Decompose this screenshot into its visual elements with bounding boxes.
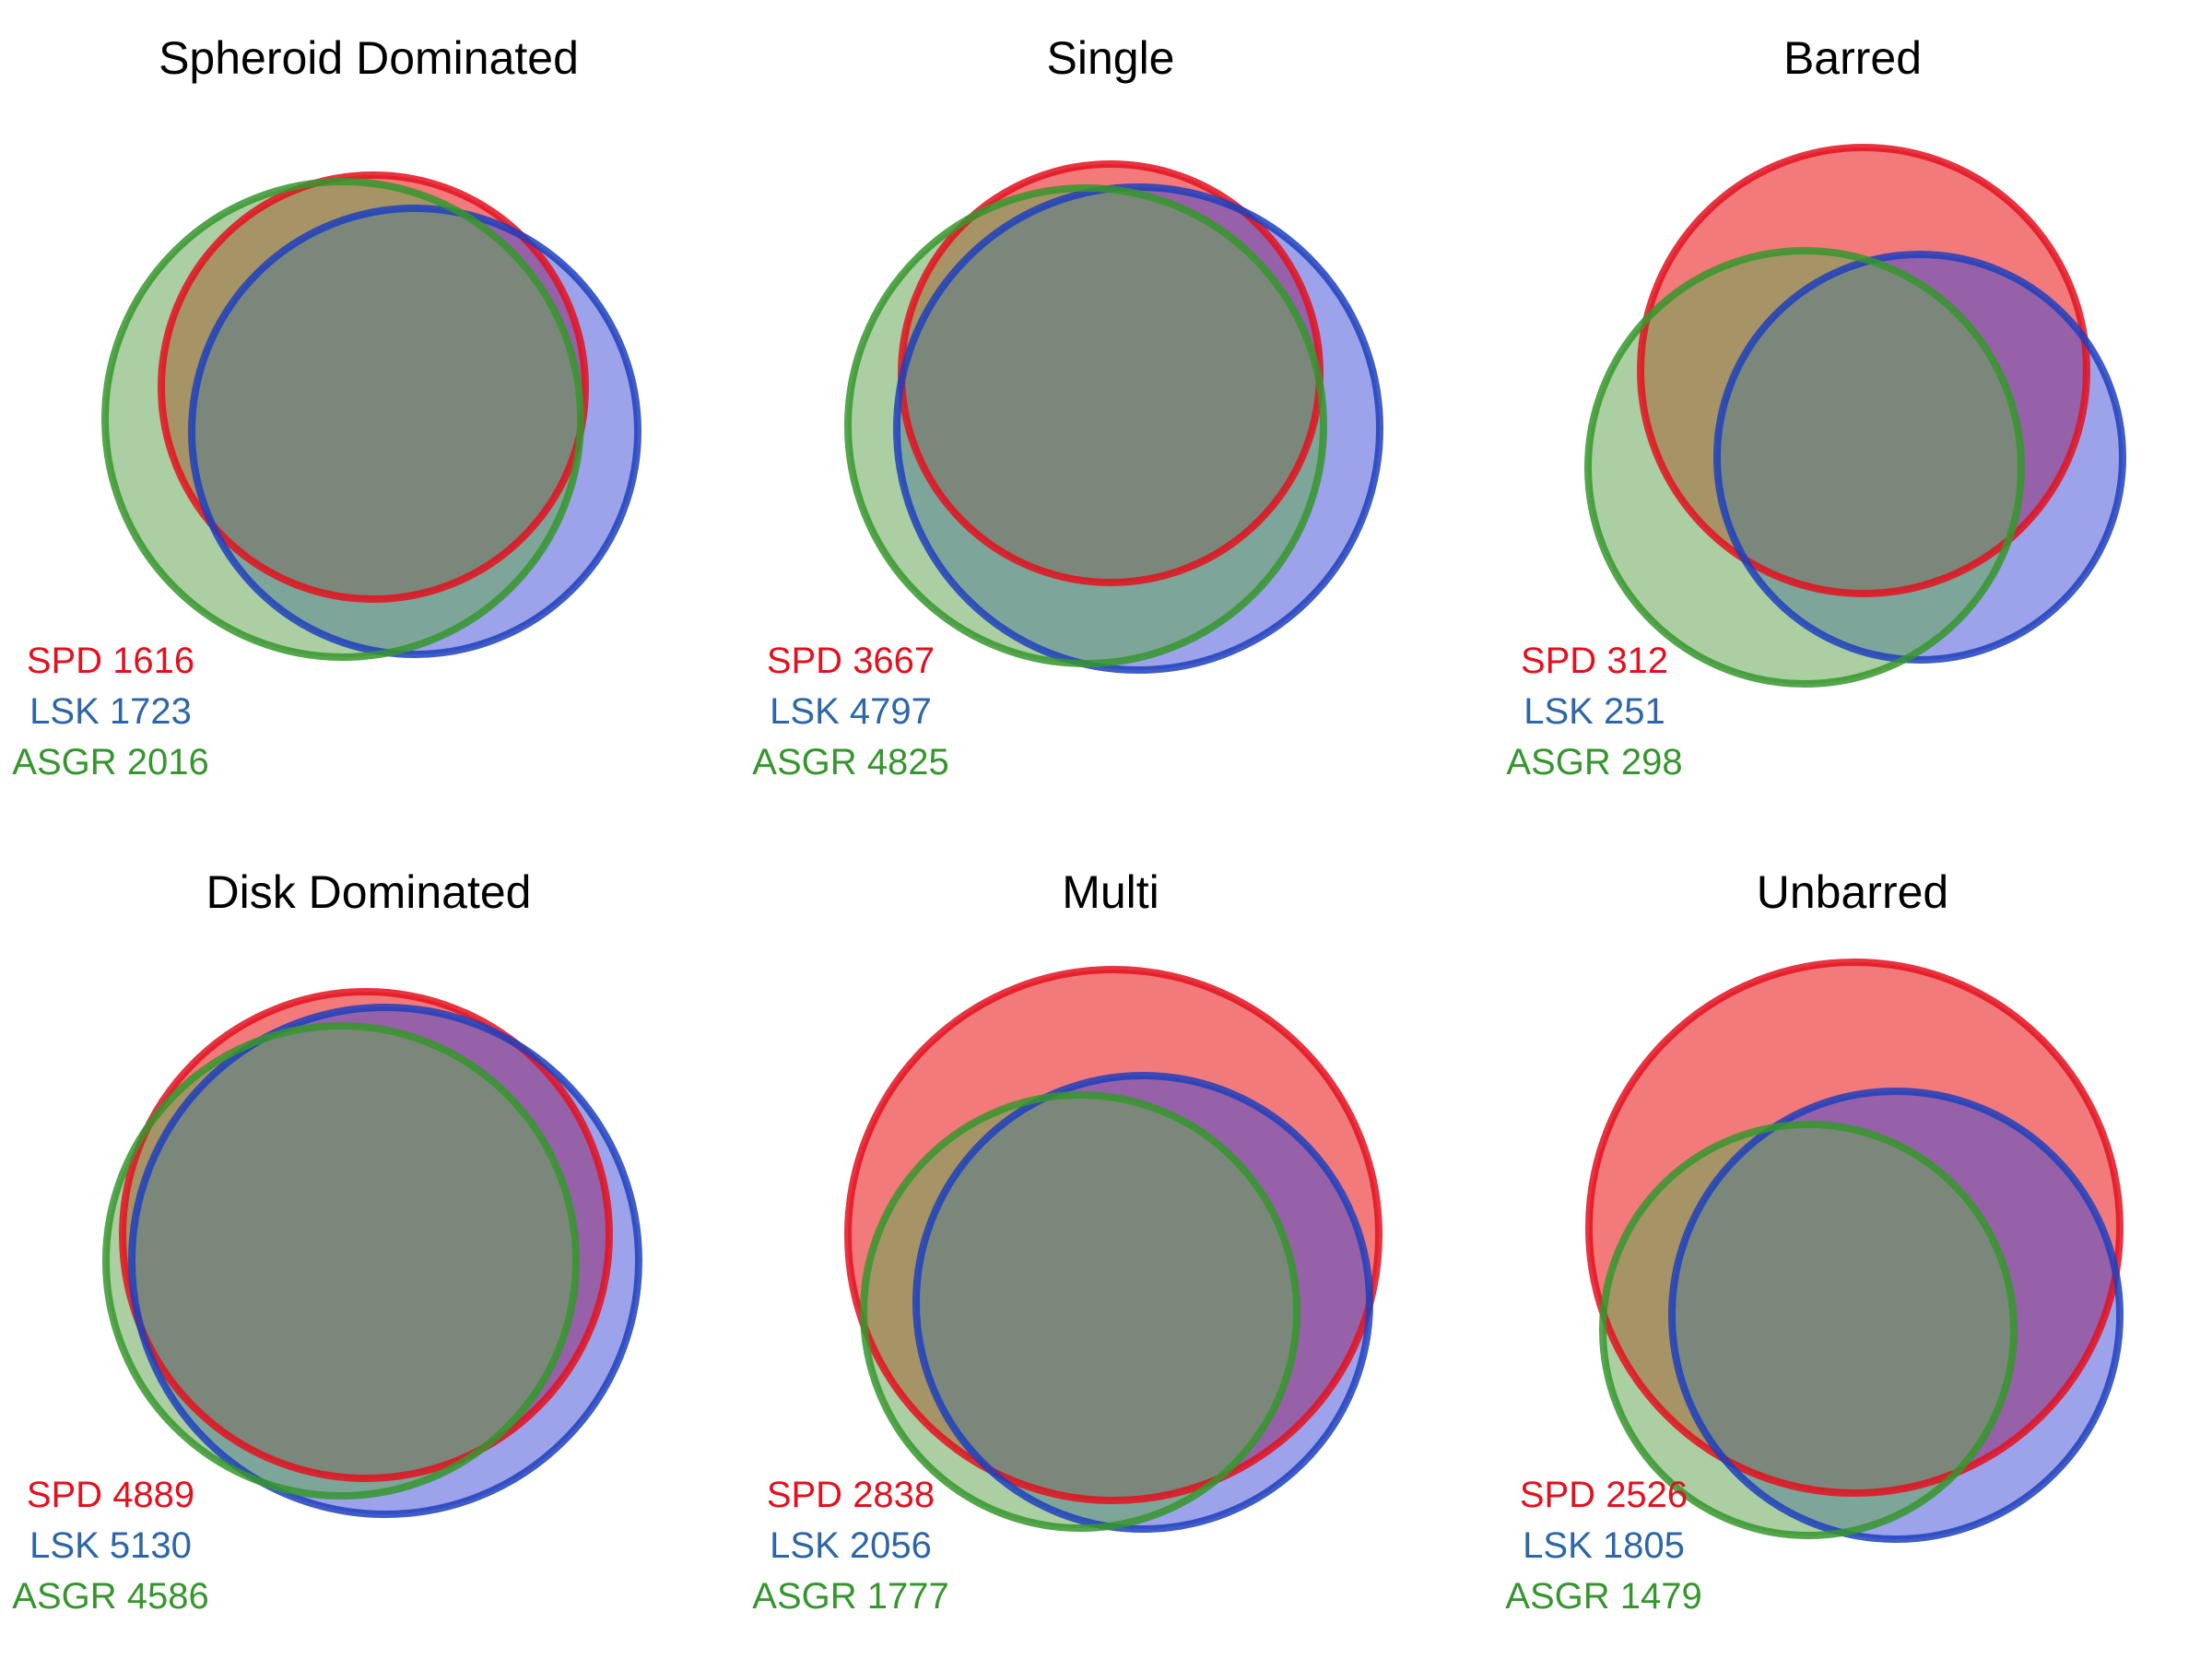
count-value: 251	[1604, 691, 1665, 732]
count-set-name: SPD	[767, 1475, 842, 1515]
count-label-asgr: ASGR 1777	[752, 1576, 948, 1617]
count-value: 1616	[112, 641, 194, 681]
count-set-name: ASGR	[1506, 742, 1610, 782]
count-label-lsk: LSK 1723	[29, 691, 192, 732]
count-label-spd: SPD 2526	[1520, 1475, 1688, 1515]
venn-circle-asgr	[848, 188, 1324, 664]
venn-outline-lsk	[893, 183, 1383, 674]
count-label-asgr: ASGR 2016	[12, 742, 208, 782]
venn-outline-asgr	[1584, 247, 2025, 688]
count-set-name: LSK	[29, 1525, 100, 1566]
count-set-name: SPD	[27, 1475, 102, 1515]
count-set-name: LSK	[770, 691, 840, 732]
count-label-lsk: LSK 251	[1524, 691, 1665, 732]
count-label-lsk: LSK 2056	[770, 1525, 932, 1566]
count-set-name: ASGR	[12, 742, 116, 782]
venn-outline-asgr	[102, 1022, 580, 1500]
count-value: 1723	[110, 691, 192, 732]
count-value: 4797	[850, 691, 932, 732]
venn-panel-single: Single SPD 3667 LSK 4797 ASGR 4825	[752, 32, 1383, 782]
count-set-name: SPD	[767, 641, 842, 681]
panel-title: Spheroid Dominated	[159, 32, 579, 84]
venn-circle-asgr	[864, 1095, 1297, 1528]
count-label-asgr: ASGR 298	[1506, 742, 1682, 782]
venn-panel-multi: Multi SPD 2838 LSK 2056 ASGR 1777	[752, 866, 1382, 1617]
venn-panel-barred: Barred SPD 312 LSK 251 ASGR 298	[1506, 32, 2126, 782]
count-value: 1805	[1603, 1525, 1685, 1566]
count-set-name: SPD	[27, 641, 102, 681]
venn-outline-lsk	[1668, 1088, 2124, 1543]
count-set-name: SPD	[1521, 641, 1596, 681]
venn-outline-lsk	[1713, 251, 2126, 664]
venn-circle-asgr	[106, 1026, 576, 1496]
count-value: 4586	[127, 1576, 209, 1617]
panel-title: Barred	[1783, 32, 1922, 84]
venn-outline-spd	[158, 171, 589, 603]
count-value: 298	[1621, 742, 1683, 782]
count-label-spd: SPD 312	[1521, 641, 1668, 681]
count-value: 2056	[850, 1525, 932, 1566]
venn-outline-spd	[844, 966, 1382, 1504]
venn-circle-asgr	[1588, 251, 2021, 684]
venn-outline-spd	[1585, 959, 2124, 1497]
count-label-lsk: LSK 1805	[1523, 1525, 1685, 1566]
count-value: 2838	[853, 1475, 935, 1515]
count-value: 4825	[867, 742, 949, 782]
count-label-spd: SPD 2838	[767, 1475, 935, 1515]
count-label-lsk: LSK 5130	[29, 1525, 192, 1566]
count-value: 2016	[127, 742, 209, 782]
count-label-lsk: LSK 4797	[770, 691, 932, 732]
count-label-spd: SPD 3667	[767, 641, 935, 681]
count-set-name: ASGR	[752, 742, 856, 782]
venn-outline-asgr	[101, 178, 584, 661]
count-set-name: LSK	[770, 1525, 840, 1566]
count-value: 1777	[867, 1576, 949, 1617]
count-set-name: ASGR	[1505, 1576, 1609, 1617]
venn-outline-spd	[1637, 144, 2090, 597]
count-set-name: LSK	[1523, 1525, 1593, 1566]
count-set-name: LSK	[1524, 691, 1594, 732]
count-value: 5130	[110, 1525, 192, 1566]
venn-outline-asgr	[860, 1091, 1300, 1532]
count-value: 4889	[112, 1475, 194, 1515]
count-value: 3667	[853, 641, 935, 681]
count-value: 2526	[1606, 1475, 1688, 1515]
count-set-name: ASGR	[12, 1576, 116, 1617]
count-set-name: LSK	[29, 691, 100, 732]
count-set-name: ASGR	[752, 1576, 856, 1617]
panel-title: Disk Dominated	[206, 866, 532, 918]
venn-outline-asgr	[1599, 1121, 2018, 1539]
venn-outline-spd	[119, 988, 613, 1482]
panel-title: Unbarred	[1757, 866, 1948, 918]
venn-outline-lsk	[188, 205, 641, 658]
venn-panel-unbarred: Unbarred SPD 2526 LSK 1805 ASGR 1479	[1505, 866, 2124, 1617]
venn-outline-lsk	[912, 1072, 1373, 1533]
count-label-spd: SPD 1616	[27, 641, 194, 681]
count-label-asgr: ASGR 4586	[12, 1576, 208, 1617]
count-value: 1479	[1620, 1576, 1702, 1617]
panel-title: Multi	[1062, 866, 1159, 918]
panel-title: Single	[1047, 32, 1175, 84]
venn-outline-lsk	[128, 1004, 642, 1518]
count-label-asgr: ASGR 4825	[752, 742, 948, 782]
venn-panel-disk-dominated: Disk Dominated SPD 4889 LSK 5130 ASGR 4586	[12, 866, 642, 1617]
venn-panels: Spheroid Dominated SPD 1616 LSK 1723 ASGR 2…	[12, 32, 2126, 1617]
count-label-spd: SPD 4889	[27, 1475, 194, 1515]
count-set-name: SPD	[1520, 1475, 1595, 1515]
count-label-asgr: ASGR 1479	[1505, 1576, 1701, 1617]
count-value: 312	[1606, 641, 1668, 681]
venn-panel-spheroid-dominated: Spheroid Dominated SPD 1616 LSK 1723 ASGR 2…	[12, 32, 641, 782]
venn-outline-asgr	[844, 184, 1327, 667]
